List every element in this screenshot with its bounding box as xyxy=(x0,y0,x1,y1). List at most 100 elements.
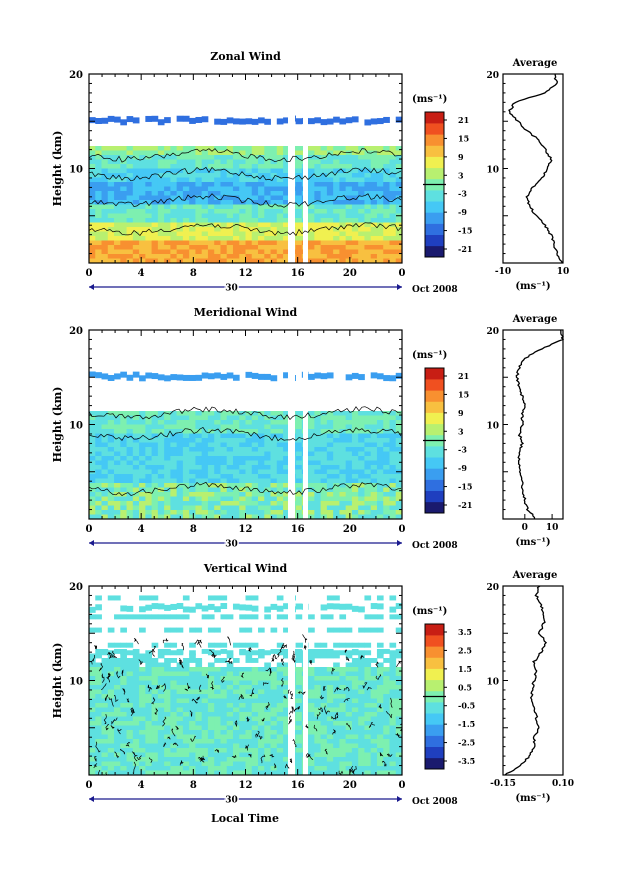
heatmap-cell xyxy=(295,218,303,223)
heatmap-cell xyxy=(351,173,359,178)
heatmap-cell xyxy=(295,249,303,255)
heatmap-cell xyxy=(107,195,115,201)
heatmap-cell xyxy=(402,730,409,735)
heatmap-cell xyxy=(145,721,152,726)
heatmap-cell xyxy=(308,204,315,210)
heatmap-cell xyxy=(157,514,165,519)
heatmap-cell xyxy=(157,752,165,758)
heatmap-cell xyxy=(201,429,209,434)
contour-line xyxy=(199,755,204,762)
heatmap-cell xyxy=(320,195,328,201)
heatmap-cell xyxy=(170,231,178,237)
contour-line xyxy=(163,742,167,747)
heatmap-cell xyxy=(364,182,372,187)
heatmap-cell xyxy=(114,191,121,196)
heatmap-cell xyxy=(164,420,171,425)
heatmap-cell xyxy=(245,676,253,681)
heatmap-cell xyxy=(145,231,152,237)
heatmap-cell xyxy=(314,258,322,263)
heatmap-cell xyxy=(258,514,265,519)
heatmap-cell xyxy=(295,761,303,767)
heatmap-cell xyxy=(314,766,322,771)
heatmap-cell xyxy=(195,680,203,686)
heatmap-cell xyxy=(189,487,196,493)
heatmap-cell xyxy=(176,698,184,704)
heatmap-cell xyxy=(376,650,384,656)
heatmap-cell xyxy=(383,730,390,735)
heatmap-cell xyxy=(89,662,96,668)
heatmap-cell xyxy=(195,752,203,758)
heatmap-cell xyxy=(264,650,271,656)
heatmap-cell xyxy=(326,725,334,731)
heatmap-cell xyxy=(308,757,315,762)
heatmap-cell xyxy=(126,222,134,228)
heatmap-cell xyxy=(201,442,209,448)
heatmap-cell xyxy=(276,698,284,704)
heatmap-cell xyxy=(376,716,384,722)
heatmap-cell xyxy=(320,712,328,717)
heatmap-cell xyxy=(207,757,215,762)
heatmap-cell xyxy=(283,510,290,515)
heatmap-cell xyxy=(264,231,271,237)
heatmap-cell xyxy=(139,191,146,196)
heatmap-cell xyxy=(157,667,165,672)
heatmap-cell xyxy=(89,456,96,461)
heatmap-cell xyxy=(201,689,209,695)
heatmap-cell xyxy=(245,433,253,439)
heatmap-cell xyxy=(220,501,228,506)
heatmap-cell xyxy=(157,474,165,479)
heatmap-cell xyxy=(195,716,203,722)
heatmap-cell xyxy=(164,222,171,228)
heatmap-cell xyxy=(333,653,340,659)
heatmap-cell xyxy=(376,734,384,740)
heatmap-cell xyxy=(220,168,228,174)
heatmap-cell xyxy=(220,258,228,263)
heatmap-cell xyxy=(333,642,340,648)
heatmap-cell xyxy=(226,168,234,174)
heatmap-cell xyxy=(207,456,215,461)
heatmap-cell xyxy=(270,438,278,443)
heatmap-cell xyxy=(232,236,240,241)
heatmap-cell xyxy=(276,642,284,648)
heatmap-cell xyxy=(164,456,171,461)
heatmap-cell xyxy=(126,204,134,210)
heatmap-cell xyxy=(345,433,353,439)
heatmap-cell xyxy=(145,514,152,519)
heatmap-cell xyxy=(201,703,209,708)
heatmap-cell xyxy=(139,213,146,219)
heatmap-cell xyxy=(189,227,196,232)
heatmap-cell xyxy=(114,757,121,762)
heatmap-cell xyxy=(189,680,196,686)
colorbar-tick-label: -3 xyxy=(458,189,467,199)
colorbar-tick-label: 15 xyxy=(458,133,469,143)
heatmap-cell xyxy=(164,716,171,722)
heatmap-cell xyxy=(120,766,127,771)
heatmap-cell xyxy=(114,150,121,156)
heatmap-cell xyxy=(270,460,278,466)
heatmap-cell xyxy=(276,685,284,690)
x-tick-label: 0 xyxy=(86,780,93,791)
heatmap-cell xyxy=(132,689,140,695)
heatmap-cell xyxy=(101,510,109,515)
heatmap-cell xyxy=(239,118,246,125)
heatmap-cell xyxy=(182,734,190,740)
heatmap-cell xyxy=(270,469,278,475)
colorbar-tick-label: -1.5 xyxy=(458,719,475,729)
heatmap-cell xyxy=(276,474,284,479)
heatmap-cell xyxy=(264,249,271,255)
heatmap-cell xyxy=(283,168,290,174)
heatmap-cell xyxy=(264,173,271,178)
heatmap-cell xyxy=(333,492,340,497)
heatmap-cell xyxy=(314,501,322,506)
heatmap-cell xyxy=(182,770,190,775)
heatmap-cell xyxy=(170,240,178,246)
heatmap-cell xyxy=(214,442,221,448)
heatmap-cell xyxy=(251,249,259,255)
heatmap-cell xyxy=(89,429,96,434)
average-unit-label: (ms⁻¹) xyxy=(515,537,550,548)
heatmap-cell xyxy=(345,505,353,511)
heatmap-cell xyxy=(283,465,290,470)
heatmap-cell xyxy=(383,680,390,686)
heatmap-cell xyxy=(151,245,159,250)
heatmap-cell xyxy=(170,469,178,475)
